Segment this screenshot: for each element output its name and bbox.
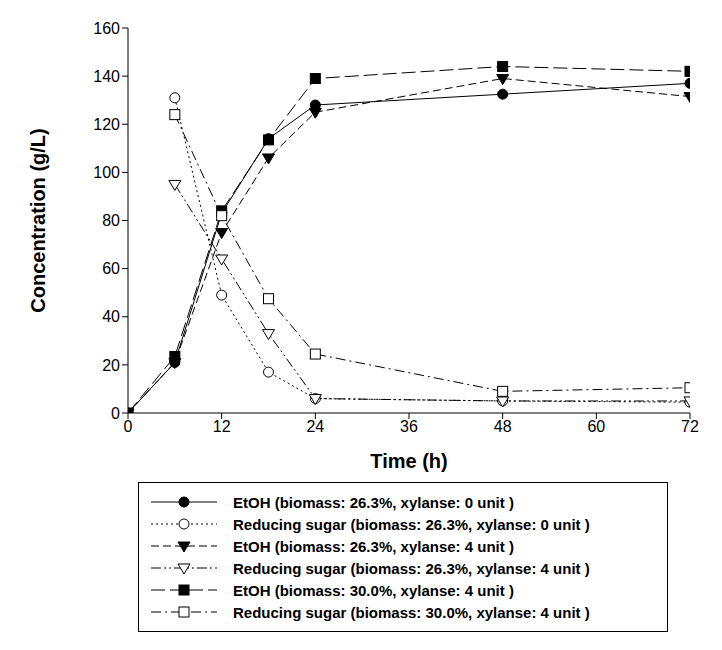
svg-text:24: 24	[306, 418, 324, 435]
svg-text:Time (h): Time (h)	[370, 450, 447, 472]
html-text:Reducing sugar (biomass: 30.0%: Reducing sugar (biomass: 30.0%, xylanse:…	[233, 603, 590, 621]
svg-text:0: 0	[111, 405, 120, 422]
svg-text:48: 48	[494, 418, 512, 435]
svg-text:60: 60	[587, 418, 605, 435]
svg-text:100: 100	[93, 164, 120, 181]
html-text:EtOH (biomass: 26.3%, xylanse:: EtOH (biomass: 26.3%, xylanse: 4 unit )	[233, 537, 514, 555]
svg-text:40: 40	[102, 308, 120, 325]
svg-text:36: 36	[400, 418, 418, 435]
html-text:Reducing sugar (biomass: 26.3%: Reducing sugar (biomass: 26.3%, xylanse:…	[233, 515, 590, 533]
svg-text:140: 140	[93, 68, 120, 85]
html-text:Reducing sugar (biomass: 26.3%: Reducing sugar (biomass: 26.3%, xylanse:…	[233, 559, 590, 577]
svg-text:0: 0	[124, 418, 133, 435]
svg-text:20: 20	[102, 357, 120, 374]
svg-text:80: 80	[102, 212, 120, 229]
svg-text:72: 72	[681, 418, 699, 435]
svg-text:120: 120	[93, 116, 120, 133]
svg-text:12: 12	[213, 418, 231, 435]
svg-text:Concentration (g/L): Concentration (g/L)	[27, 128, 49, 312]
svg-text:160: 160	[93, 20, 120, 37]
html-text:EtOH (biomass: 26.3%, xylanse:: EtOH (biomass: 26.3%, xylanse: 0 unit )	[233, 493, 514, 511]
html-text:EtOH (biomass: 30.0%, xylanse:: EtOH (biomass: 30.0%, xylanse: 4 unit )	[233, 581, 514, 599]
svg-text:60: 60	[102, 260, 120, 277]
